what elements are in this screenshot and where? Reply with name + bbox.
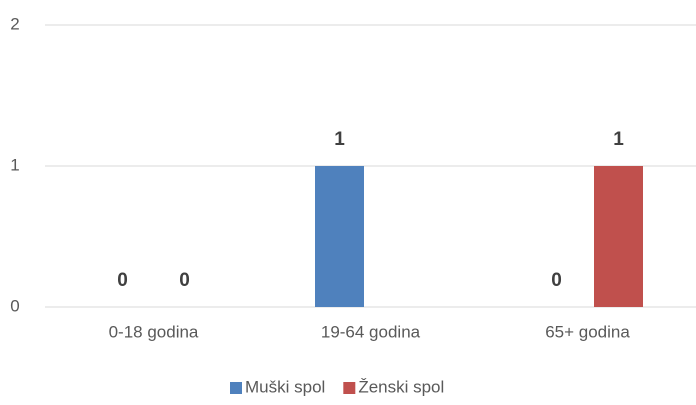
data-label: 1 — [334, 129, 345, 150]
y-tick-label: 0 — [10, 296, 19, 315]
bar — [594, 166, 643, 307]
y-tick-label: 2 — [10, 14, 19, 33]
x-tick-label: 65+ godina — [545, 322, 630, 341]
x-tick-label: 0-18 godina — [109, 322, 199, 341]
data-label: 0 — [117, 270, 128, 291]
data-label: 0 — [551, 270, 562, 291]
legend-label: Ženski spol — [358, 377, 444, 396]
bar — [315, 166, 364, 307]
legend-swatch — [230, 382, 242, 394]
legend-label: Muški spol — [245, 377, 325, 396]
data-label: 0 — [179, 270, 190, 291]
x-tick-label: 19-64 godina — [321, 322, 421, 341]
y-tick-label: 1 — [10, 155, 19, 174]
legend-swatch — [343, 382, 356, 394]
data-label: 1 — [613, 129, 624, 150]
